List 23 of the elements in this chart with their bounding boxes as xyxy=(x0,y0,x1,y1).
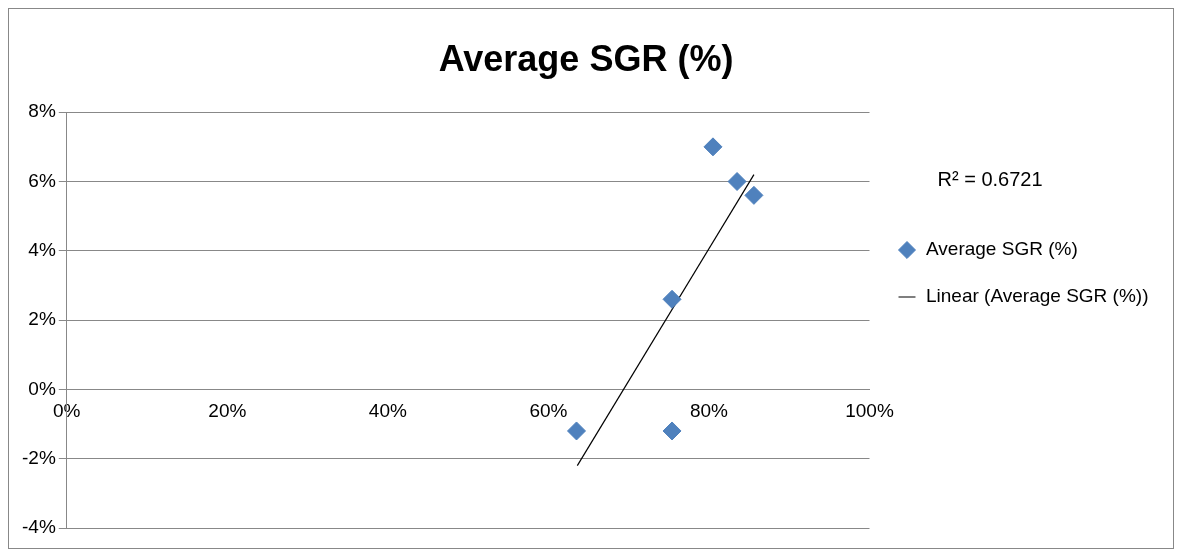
text: R² = 0.6721 xyxy=(937,168,1043,191)
x-tick-label: 60% xyxy=(529,400,568,422)
y-tick-label: 4% xyxy=(28,239,56,261)
legend-label: Average SGR (%) xyxy=(926,238,1078,260)
point xyxy=(727,172,747,191)
legend-label: Linear (Average SGR (%)) xyxy=(926,285,1149,307)
point xyxy=(703,137,723,157)
y-tick-label: 2% xyxy=(28,308,56,330)
point xyxy=(662,421,682,441)
point xyxy=(662,289,682,309)
x-tick-label: 100% xyxy=(845,400,894,422)
x-tick-label: 20% xyxy=(208,400,247,422)
point xyxy=(567,421,587,441)
y-tick-label: 0% xyxy=(28,377,56,399)
point xyxy=(744,185,764,205)
chart-title: Average SGR (%) xyxy=(438,37,734,79)
y-tick-label: -4% xyxy=(21,516,56,538)
y-tick-label: 8% xyxy=(28,100,56,122)
y-tick-label: 6% xyxy=(28,169,56,191)
y-tick-label: -2% xyxy=(21,446,56,468)
x-tick-label: 80% xyxy=(689,400,729,422)
x-tick-label: 40% xyxy=(368,400,407,422)
x-tick-label: 0% xyxy=(53,400,81,422)
